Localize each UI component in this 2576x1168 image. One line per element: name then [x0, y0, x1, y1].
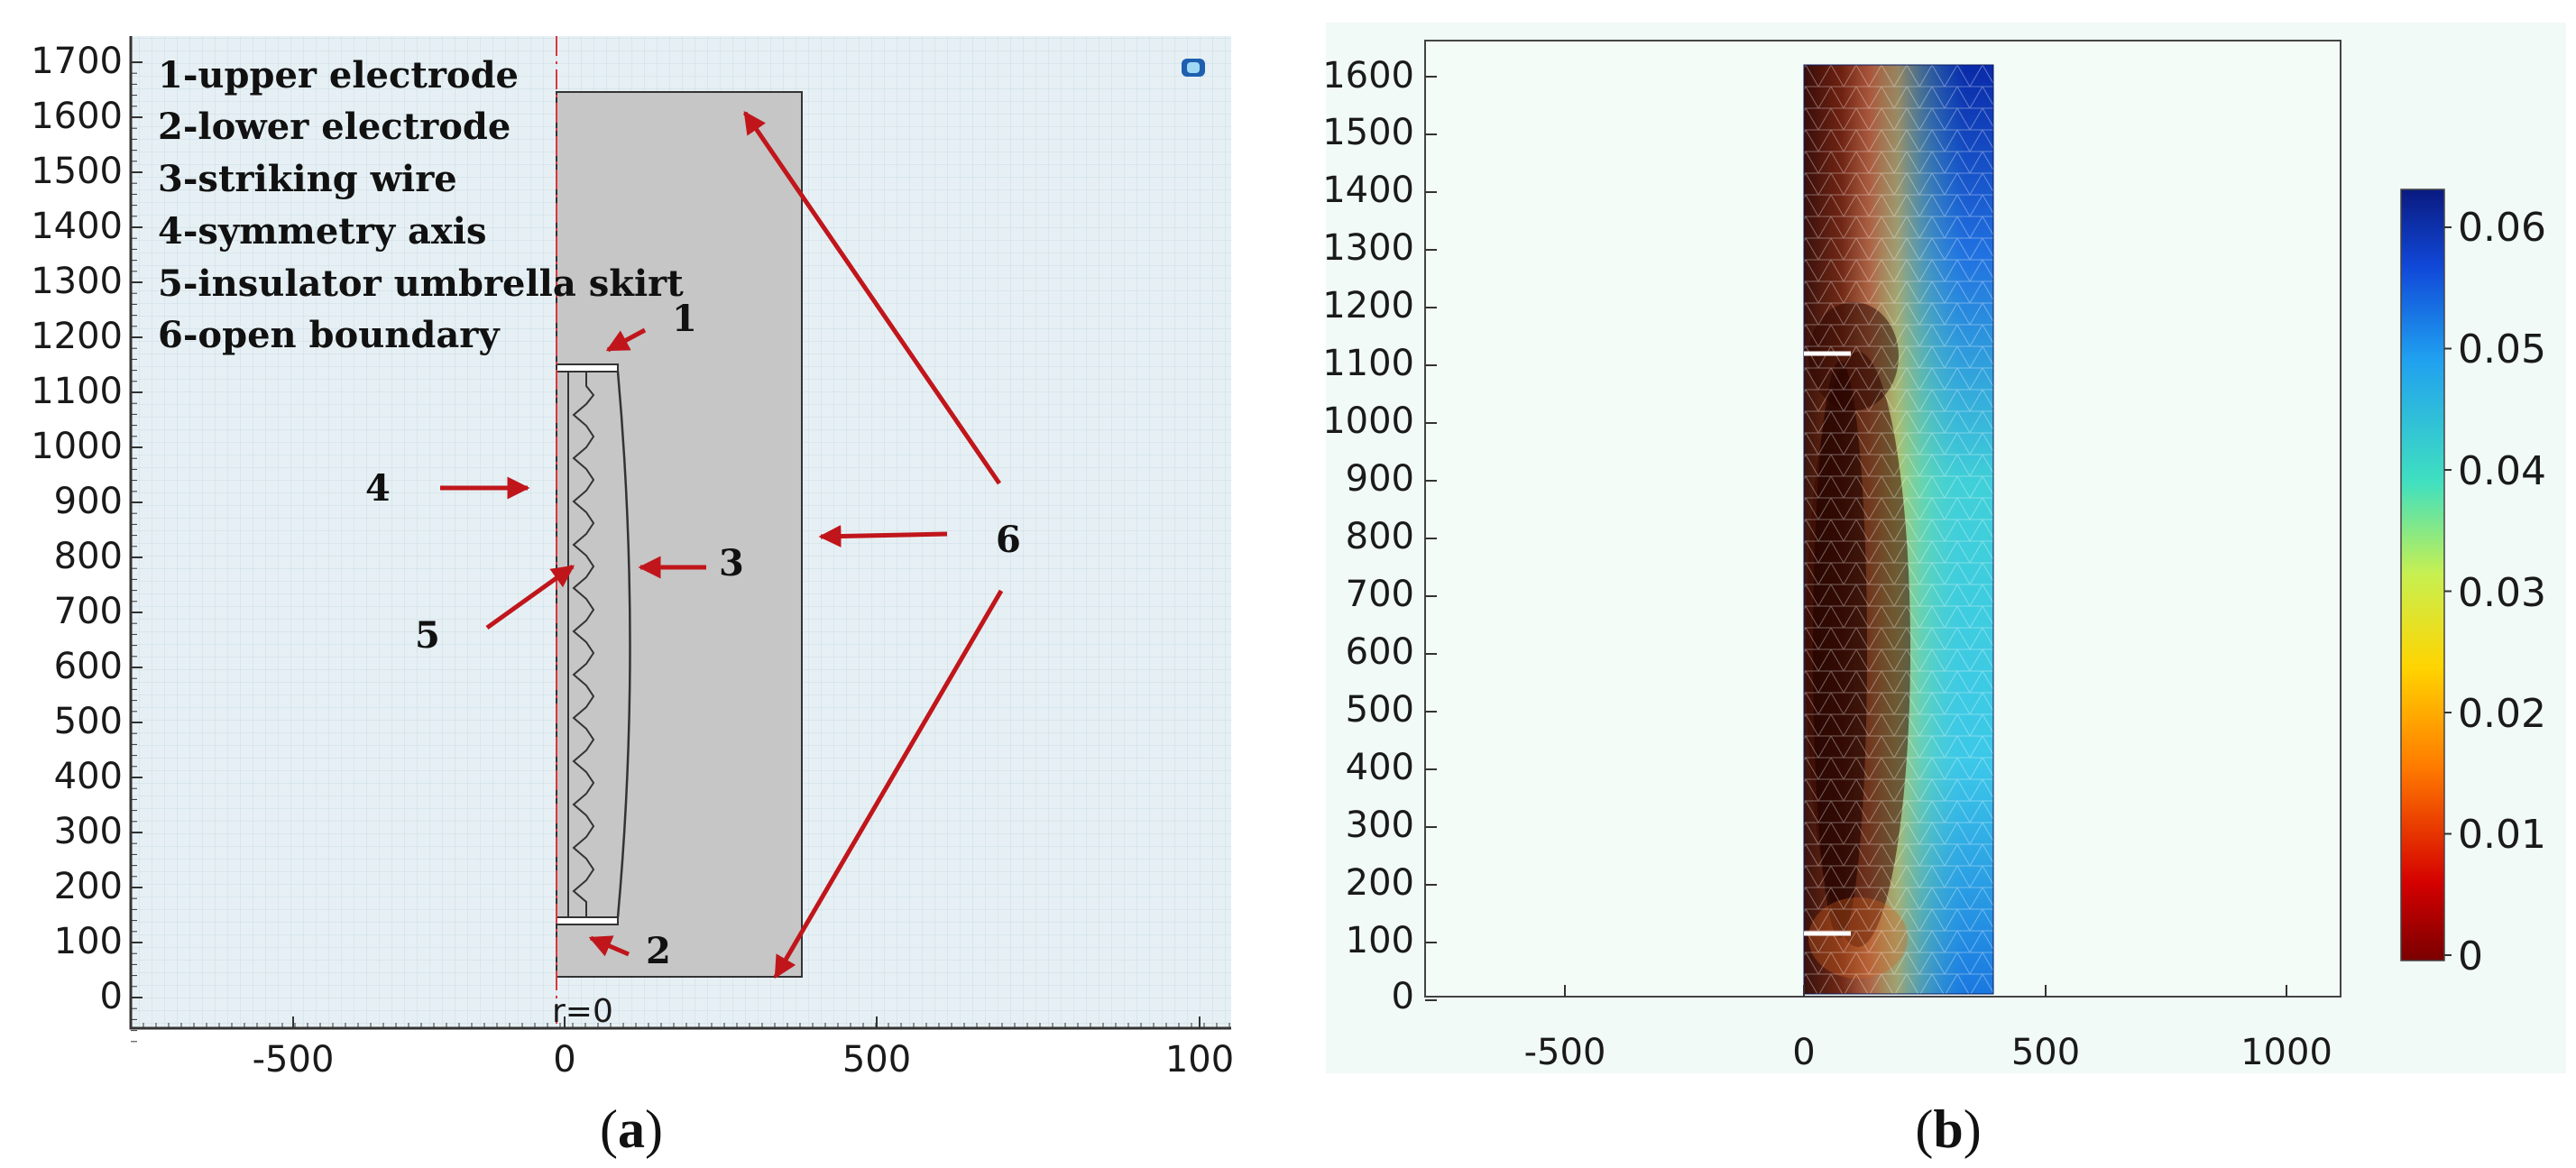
a-x-tick-500: 500 [842, 1039, 911, 1081]
legend-item-2: 2-lower electrode [158, 106, 511, 148]
panel-b: 1600 1500 1400 1300 1200 1100 1000 900 8… [1322, 23, 2566, 1159]
colorbar-tick-0.01: 0.01 [2458, 812, 2546, 858]
a-x-tick-neg500: -500 [253, 1039, 335, 1081]
callout-6: 6 [996, 519, 1021, 561]
colorbar-tick-0.05: 0.05 [2458, 326, 2546, 372]
panel-a: r=0 1-upper electrode 2-lower electrode … [31, 36, 1234, 1159]
legend-item-5: 5-insulator umbrella skirt [158, 262, 684, 305]
callout-2: 2 [646, 930, 671, 972]
colorbar-tick-0.02: 0.02 [2458, 691, 2546, 737]
a-y-tick-1100: 1100 [31, 371, 123, 412]
b-y-tick-1300: 1300 [1322, 227, 1414, 269]
panel-a-x-tick-marks [130, 1016, 1230, 1028]
a-y-tick-0: 0 [100, 976, 123, 1017]
colorbar-tick-0.06: 0.06 [2458, 205, 2546, 251]
b-x-tick-1000: 1000 [2240, 1032, 2332, 1073]
b-y-tick-1400: 1400 [1322, 170, 1414, 211]
a-y-tick-1300: 1300 [31, 261, 123, 302]
colorbar-tick-0: 0 [2458, 933, 2483, 979]
b-y-tick-900: 900 [1346, 458, 1414, 500]
b-y-tick-500: 500 [1346, 689, 1414, 731]
a-y-tick-1000: 1000 [31, 426, 123, 467]
arrow-6-top [742, 110, 1002, 485]
callout-3: 3 [719, 542, 744, 584]
colorbar [2400, 189, 2445, 961]
field-plot [1803, 64, 1994, 995]
a-x-tick-100: 100 [1165, 1039, 1234, 1081]
legend: 1-upper electrode 2-lower electrode 3-st… [158, 54, 684, 356]
a-y-tick-700: 700 [54, 591, 123, 632]
panel-b-x-tick-marks [1564, 985, 2287, 997]
arrow-5 [485, 564, 575, 630]
upper-electrode [556, 363, 619, 372]
b-y-tick-400: 400 [1346, 747, 1414, 788]
caption-b: (b) [1915, 1099, 1981, 1159]
arrow-6-bottom [773, 589, 1004, 979]
b-y-tick-1000: 1000 [1322, 400, 1414, 442]
a-y-tick-200: 200 [54, 866, 123, 907]
callout-arrows [440, 110, 1004, 979]
striking-wire [616, 371, 631, 918]
a-y-tick-800: 800 [54, 536, 123, 577]
caption-a-letter: a [618, 1099, 645, 1159]
a-y-tick-600: 600 [54, 646, 123, 687]
b-y-tick-600: 600 [1346, 631, 1414, 673]
a-y-tick-1200: 1200 [31, 316, 123, 357]
lower-electrode [556, 916, 619, 925]
b-y-tick-1600: 1600 [1322, 55, 1414, 97]
b-y-tick-0: 0 [1392, 976, 1414, 1017]
a-y-tick-100: 100 [54, 921, 123, 962]
b-x-tick-500: 500 [2011, 1032, 2080, 1073]
b-y-tick-700: 700 [1346, 574, 1414, 615]
a-y-tick-400: 400 [54, 756, 123, 797]
colorbar-tick-0.04: 0.04 [2458, 448, 2546, 494]
legend-item-4: 4-symmetry axis [158, 210, 487, 253]
axis-label-r0: r=0 [552, 993, 613, 1030]
b-y-tick-800: 800 [1346, 516, 1414, 557]
b-x-tick-0: 0 [1792, 1032, 1815, 1073]
panel-b-y-tick-marks [1425, 76, 1437, 1001]
b-y-tick-1100: 1100 [1322, 343, 1414, 384]
b-y-tick-1200: 1200 [1322, 285, 1414, 326]
colorbar-tick-0.03: 0.03 [2458, 570, 2546, 616]
a-y-tick-1500: 1500 [31, 151, 123, 192]
b-y-tick-100: 100 [1346, 920, 1414, 961]
caption-a: (a) [600, 1099, 663, 1159]
b-y-tick-1500: 1500 [1322, 112, 1414, 153]
arrow-1 [605, 327, 647, 353]
callout-5: 5 [415, 614, 440, 657]
panel-a-y-tick-marks [131, 61, 143, 1043]
a-y-tick-300: 300 [54, 811, 123, 852]
callout-1: 1 [672, 298, 697, 340]
b-x-tick-neg500: -500 [1524, 1032, 1606, 1073]
arrow-6-middle [818, 525, 948, 548]
a-x-tick-0: 0 [553, 1039, 575, 1081]
b-y-tick-300: 300 [1346, 805, 1414, 846]
a-y-tick-900: 900 [54, 481, 123, 522]
a-y-tick-1700: 1700 [31, 41, 123, 82]
a-y-tick-1600: 1600 [31, 96, 123, 137]
computation-domain [556, 91, 803, 978]
arrow-2 [588, 935, 630, 957]
legend-item-6: 6-open boundary [158, 314, 501, 356]
a-y-tick-1400: 1400 [31, 206, 123, 247]
colorbar-tick-marks [2444, 226, 2452, 956]
caption-b-letter: b [1933, 1099, 1963, 1159]
b-y-tick-200: 200 [1346, 862, 1414, 904]
legend-item-1: 1-upper electrode [158, 54, 519, 97]
a-y-tick-500: 500 [54, 701, 123, 742]
callout-4: 4 [365, 467, 391, 510]
legend-item-3: 3-striking wire [158, 158, 457, 200]
